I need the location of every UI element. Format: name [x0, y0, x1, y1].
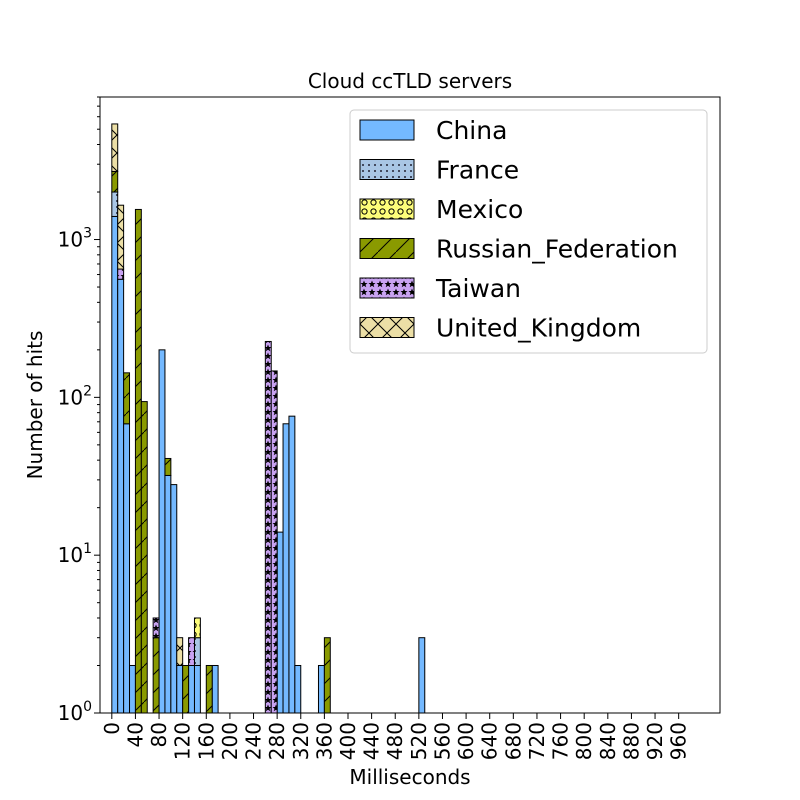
bar-France-140 [193, 637, 201, 666]
x-tick-label: 560 [430, 722, 454, 760]
x-tick-label: 240 [242, 722, 266, 760]
x-tick-label: 800 [572, 722, 596, 760]
bar-China-170 [211, 664, 219, 714]
bar-United_Kingdom-0 [111, 123, 119, 172]
legend-item-France: France [359, 156, 519, 185]
bar-China-110 [176, 664, 184, 714]
bar-Russian_Federation-0 [111, 170, 119, 193]
bar-Taiwan-130 [188, 637, 195, 666]
x-tick-label: 0 [100, 722, 124, 735]
legend-label: Russian_Federation [436, 235, 678, 264]
bar-Russian_Federation-360 [323, 637, 331, 714]
legend-item-Mexico: Mexico [359, 195, 523, 224]
x-tick-label: 80 [147, 722, 171, 747]
bar-Russian_Federation-20 [123, 372, 131, 425]
bar-Russian_Federation-120 [182, 664, 190, 714]
y-tick-label: 103 [58, 226, 92, 252]
bar-Russian_Federation-40 [134, 208, 142, 714]
chart-title: Cloud ccTLD servers [308, 69, 512, 93]
legend-frame [349, 109, 708, 354]
legend-item-Taiwan: Taiwan [359, 274, 521, 303]
x-tick-label: 760 [549, 722, 573, 760]
x-tick-label: 40 [123, 722, 147, 747]
bar-China-140 [193, 664, 201, 714]
bar-Taiwan-260 [264, 340, 272, 714]
bar-China-30 [129, 664, 136, 714]
bar-China-310 [294, 664, 302, 714]
legend-label: China [436, 116, 507, 145]
x-tick-label: 520 [407, 722, 431, 760]
x-tick-label: 720 [525, 722, 549, 760]
x-tick-label: 440 [360, 722, 384, 760]
bar-Taiwan-70 [152, 617, 160, 639]
x-tick-label: 200 [218, 722, 242, 760]
bar-China-80 [158, 349, 166, 714]
bar-Taiwan-270 [270, 370, 278, 714]
bar-Russian_Federation-50 [140, 401, 148, 714]
y-tick-label: 101 [58, 541, 92, 567]
bar-China-290 [282, 423, 290, 714]
legend: China France Mexico Russian_Federation Taiwa… [349, 109, 708, 354]
y-axis-label: Number of hits [23, 331, 47, 480]
legend-label: France [436, 156, 519, 185]
x-tick-label: 880 [619, 722, 643, 760]
bar-China-0 [111, 215, 119, 714]
x-tick-label: 400 [336, 722, 360, 760]
bar-Russian_Federation-90 [164, 457, 172, 476]
bar-China-90 [164, 474, 172, 714]
x-tick-label: 120 [171, 722, 195, 760]
bar-China-520 [418, 637, 426, 714]
legend-label: Mexico [436, 195, 523, 224]
y-tick-label: 100 [58, 699, 92, 725]
bar-Russian_Federation-160 [205, 664, 213, 714]
x-tick-label: 840 [596, 722, 620, 760]
legend-item-United_Kingdom: United_Kingdom [359, 314, 641, 343]
bar-China-130 [188, 664, 195, 714]
x-tick-label: 320 [289, 722, 313, 760]
x-tick-label: 160 [194, 722, 218, 760]
x-axis: 0 40 80 120 160 200 240 280 320 360 400 440 480 520 56… [100, 713, 691, 760]
bar-United_Kingdom-10 [117, 204, 125, 270]
legend-label: United_Kingdom [436, 314, 641, 343]
legend-item-China: China [359, 116, 507, 145]
legend-item-Russian_Federation: Russian_Federation [359, 235, 678, 264]
x-axis-label: Milliseconds [349, 765, 470, 789]
bars-layer [111, 123, 426, 714]
x-tick-label: 640 [478, 722, 502, 760]
bar-Taiwan-10 [117, 268, 125, 280]
y-tick-label: 102 [58, 383, 92, 409]
bar-China-100 [170, 484, 178, 714]
x-tick-label: 680 [501, 722, 525, 760]
bar-United_Kingdom-110 [176, 637, 184, 666]
bar-China-280 [276, 531, 284, 714]
legend-label: Taiwan [435, 274, 521, 303]
bar-Mexico-140 [193, 617, 201, 639]
bar-China-10 [117, 278, 125, 714]
x-tick-label: 280 [265, 722, 289, 760]
x-tick-label: 360 [312, 722, 336, 760]
x-tick-label: 960 [667, 722, 691, 760]
bar-China-20 [123, 423, 131, 714]
bar-China-350 [317, 664, 325, 714]
x-tick-label: 920 [643, 722, 667, 760]
bar-China-300 [288, 415, 296, 714]
bar-France-0 [111, 191, 119, 217]
x-tick-label: 600 [454, 722, 478, 760]
y-axis: 100 101 102 103 [58, 96, 100, 725]
bar-Russian_Federation-70 [152, 637, 160, 714]
x-tick-label: 480 [383, 722, 407, 760]
